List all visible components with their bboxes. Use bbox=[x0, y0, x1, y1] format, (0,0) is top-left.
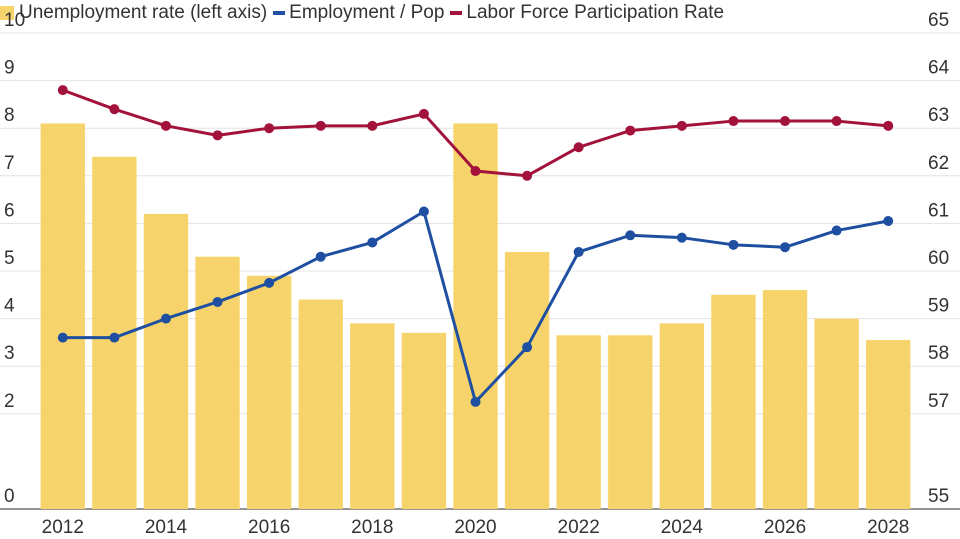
bar-unemployment-2019 bbox=[401, 332, 447, 509]
line-series bbox=[57, 85, 894, 407]
bar-unemployment-2017 bbox=[298, 299, 343, 509]
point-employment-pop-2028 bbox=[883, 216, 894, 227]
x-tick-label: 2020 bbox=[454, 517, 496, 538]
legend-swatch-unemployment bbox=[0, 6, 14, 20]
point-employment-pop-2014 bbox=[160, 313, 171, 324]
bar-unemployment-2015 bbox=[195, 256, 240, 509]
point-employment-pop-2013 bbox=[109, 332, 120, 343]
legend-label-employment-pop: Employment / Pop bbox=[289, 2, 445, 23]
legend-swatch-participation bbox=[450, 11, 463, 15]
bar-unemployment-2022 bbox=[556, 335, 601, 509]
point-participation-2015 bbox=[212, 130, 223, 141]
left-tick-label: 5 bbox=[4, 248, 15, 269]
point-participation-2028 bbox=[883, 120, 894, 131]
legend-item-employment-pop: Employment / Pop bbox=[273, 2, 444, 24]
x-tick-label: 2016 bbox=[248, 517, 290, 538]
point-employment-pop-2021 bbox=[522, 342, 533, 353]
bar-unemployment-2016 bbox=[246, 275, 292, 509]
point-participation-2016 bbox=[264, 123, 275, 134]
right-tick-label: 64 bbox=[928, 58, 950, 79]
right-tick-label: 57 bbox=[928, 391, 949, 412]
point-participation-2025 bbox=[728, 116, 739, 127]
point-employment-pop-2016 bbox=[264, 277, 275, 288]
point-participation-2027 bbox=[831, 116, 842, 127]
left-tick-label: 8 bbox=[4, 105, 15, 126]
bar-unemployment-2028 bbox=[866, 340, 911, 509]
point-employment-pop-2019 bbox=[418, 206, 429, 217]
right-axis-tick-labels: 55 57 58 59 60 61 62 63 64 65 bbox=[928, 10, 950, 507]
bar-unemployment-2020 bbox=[453, 123, 498, 509]
point-participation-2022 bbox=[573, 142, 584, 153]
x-axis-tick-labels: 2012 2014 2016 2018 2020 2022 2024 2026 2028 bbox=[42, 517, 910, 538]
legend-swatch-employment-pop bbox=[273, 11, 286, 15]
x-tick-label: 2028 bbox=[867, 517, 909, 538]
x-tick-label: 2024 bbox=[661, 517, 704, 538]
left-tick-label: 3 bbox=[4, 343, 15, 364]
x-tick-label: 2026 bbox=[764, 517, 806, 538]
point-participation-2018 bbox=[367, 120, 378, 131]
point-participation-2023 bbox=[625, 125, 636, 136]
point-employment-pop-2023 bbox=[625, 230, 636, 241]
point-employment-pop-2012 bbox=[57, 332, 68, 343]
point-participation-2019 bbox=[418, 108, 429, 119]
chart-legend: Unemployment rate (left axis) Employment… bbox=[0, 0, 730, 26]
left-tick-label: 6 bbox=[4, 200, 15, 221]
point-employment-pop-2015 bbox=[212, 296, 223, 307]
bar-unemployment-2027 bbox=[814, 318, 859, 509]
bar-unemployment-2014 bbox=[143, 213, 189, 509]
x-tick-label: 2012 bbox=[42, 517, 84, 538]
point-employment-pop-2018 bbox=[367, 237, 378, 248]
left-axis-tick-labels: 0 2 3 4 5 6 7 8 9 10 bbox=[4, 10, 25, 507]
right-tick-label: 58 bbox=[928, 343, 949, 364]
point-participation-2024 bbox=[676, 120, 687, 131]
bar-unemployment-2026 bbox=[762, 290, 808, 509]
point-participation-2020 bbox=[470, 166, 481, 177]
bar-unemployment-2025 bbox=[711, 294, 756, 509]
point-participation-2012 bbox=[57, 85, 68, 96]
left-tick-label: 2 bbox=[4, 391, 15, 412]
bar-unemployment-2023 bbox=[608, 335, 653, 509]
point-employment-pop-2022 bbox=[573, 246, 584, 257]
right-tick-label: 55 bbox=[928, 486, 949, 507]
bar-unemployment-2021 bbox=[504, 251, 550, 509]
legend-item-participation: Labor Force Participation Rate bbox=[450, 2, 724, 24]
legend-label-unemployment: Unemployment rate (left axis) bbox=[19, 2, 268, 23]
right-tick-label: 65 bbox=[928, 10, 949, 31]
point-employment-pop-2026 bbox=[780, 242, 791, 253]
right-tick-label: 60 bbox=[928, 248, 949, 269]
point-participation-2013 bbox=[109, 104, 120, 115]
right-tick-label: 63 bbox=[928, 105, 949, 126]
legend-item-unemployment: Unemployment rate (left axis) bbox=[0, 2, 267, 24]
point-participation-2017 bbox=[315, 120, 326, 131]
bar-unemployment-2012 bbox=[40, 123, 85, 509]
point-employment-pop-2020 bbox=[470, 396, 481, 407]
left-tick-label: 7 bbox=[4, 153, 15, 174]
point-participation-2026 bbox=[780, 116, 791, 127]
bar-unemployment-2024 bbox=[659, 323, 705, 509]
point-employment-pop-2017 bbox=[315, 251, 326, 262]
right-tick-label: 59 bbox=[928, 296, 949, 317]
x-tick-label: 2018 bbox=[351, 517, 393, 538]
legend-label-participation: Labor Force Participation Rate bbox=[466, 2, 725, 23]
point-participation-2021 bbox=[522, 170, 533, 181]
left-tick-label: 10 bbox=[4, 10, 25, 31]
point-employment-pop-2025 bbox=[728, 239, 739, 250]
point-employment-pop-2027 bbox=[831, 225, 842, 236]
left-tick-label: 9 bbox=[4, 58, 15, 79]
right-tick-label: 62 bbox=[928, 153, 949, 174]
x-tick-label: 2014 bbox=[145, 517, 188, 538]
x-tick-label: 2022 bbox=[558, 517, 600, 538]
point-employment-pop-2024 bbox=[676, 232, 687, 243]
right-tick-label: 61 bbox=[928, 200, 949, 221]
left-tick-label: 0 bbox=[4, 486, 15, 507]
point-participation-2014 bbox=[160, 120, 171, 131]
left-tick-label: 4 bbox=[4, 296, 15, 317]
bar-unemployment-2018 bbox=[350, 323, 395, 509]
